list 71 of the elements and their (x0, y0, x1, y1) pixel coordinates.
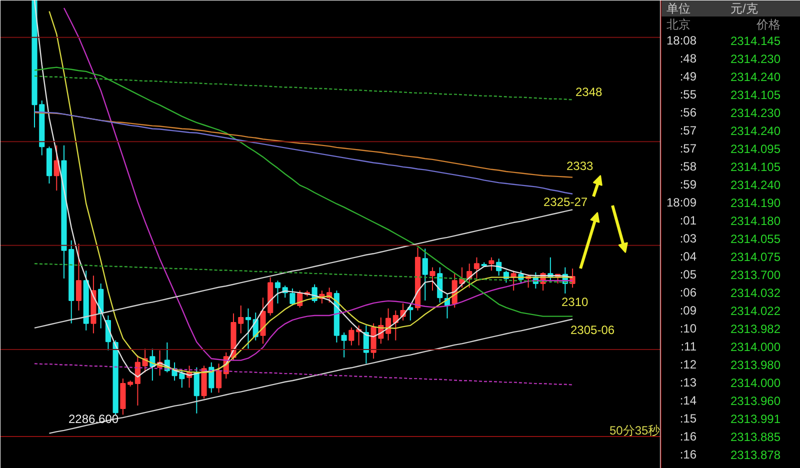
candlestick (194, 366, 200, 414)
candlestick (245, 308, 252, 350)
candlestick (474, 256, 480, 280)
candlestick (274, 280, 281, 304)
candlestick (216, 363, 222, 394)
text: 2313.980 (730, 358, 781, 372)
text: 2313.982 (730, 322, 781, 336)
annotation: 2286.600 (68, 412, 119, 426)
text: 2314.240 (730, 178, 781, 192)
text: 价格 (756, 18, 780, 32)
text: :03 (680, 232, 697, 246)
text: :55 (680, 88, 697, 102)
text: 2314.000 (730, 340, 781, 354)
candlestick (430, 266, 436, 292)
text: :49 (680, 70, 697, 84)
text: :13 (680, 376, 697, 390)
candlestick (76, 243, 82, 312)
text: 2314.145 (730, 34, 781, 48)
text: 2314.105 (730, 160, 781, 174)
text: 2314.095 (730, 142, 781, 156)
annotation: 2348 (576, 85, 603, 99)
candlestick (488, 256, 494, 272)
text: :01 (680, 214, 697, 228)
candlestick (341, 332, 347, 358)
text: :15 (680, 412, 697, 426)
text: 2314.105 (730, 88, 781, 102)
candlestick (348, 327, 354, 346)
text: 2314.230 (730, 106, 781, 120)
text: 2314.000 (730, 376, 781, 390)
text: 北京 (666, 18, 690, 32)
text: 元/克 (730, 2, 758, 16)
text: 18:09 (666, 196, 697, 210)
text: 2314.240 (730, 124, 781, 138)
text: :16 (680, 448, 697, 462)
text: :12 (680, 358, 697, 372)
text: :10 (680, 322, 697, 336)
text: 2314.032 (730, 286, 781, 300)
text: 2314.075 (730, 250, 781, 264)
text: 2314.180 (730, 214, 781, 228)
text: 2314.022 (730, 304, 781, 318)
text: :04 (680, 250, 697, 264)
text: 2314.230 (730, 52, 781, 66)
text: 2314.240 (730, 70, 781, 84)
text: :59 (680, 178, 697, 192)
text: 2314.190 (730, 196, 781, 210)
annotation: 2325-27 (544, 195, 588, 209)
text: 18:08 (666, 34, 697, 48)
text: :05 (680, 268, 697, 282)
annotation: 2305-06 (570, 323, 615, 337)
text: :56 (680, 106, 697, 120)
annotation: 2310 (562, 295, 589, 309)
text: :16 (680, 430, 697, 444)
text: :57 (680, 124, 697, 138)
text: 2313.960 (730, 394, 781, 408)
text: 2313.991 (730, 412, 781, 426)
text: 2313.878 (730, 448, 781, 462)
text: 50分35秒 (610, 424, 660, 438)
text: :06 (680, 286, 697, 300)
text: 2313.885 (730, 430, 781, 444)
text: :14 (680, 394, 697, 408)
text: 2314.055 (730, 232, 781, 246)
text: :57 (680, 142, 697, 156)
text: :58 (680, 160, 697, 174)
text: 2313.700 (730, 268, 781, 282)
text: :09 (680, 304, 697, 318)
annotation: 2333 (566, 159, 594, 173)
text: :48 (680, 52, 697, 66)
text: :11 (680, 340, 697, 354)
candlestick (290, 288, 296, 306)
text: 单位 (666, 2, 690, 16)
candlestick (422, 248, 428, 302)
